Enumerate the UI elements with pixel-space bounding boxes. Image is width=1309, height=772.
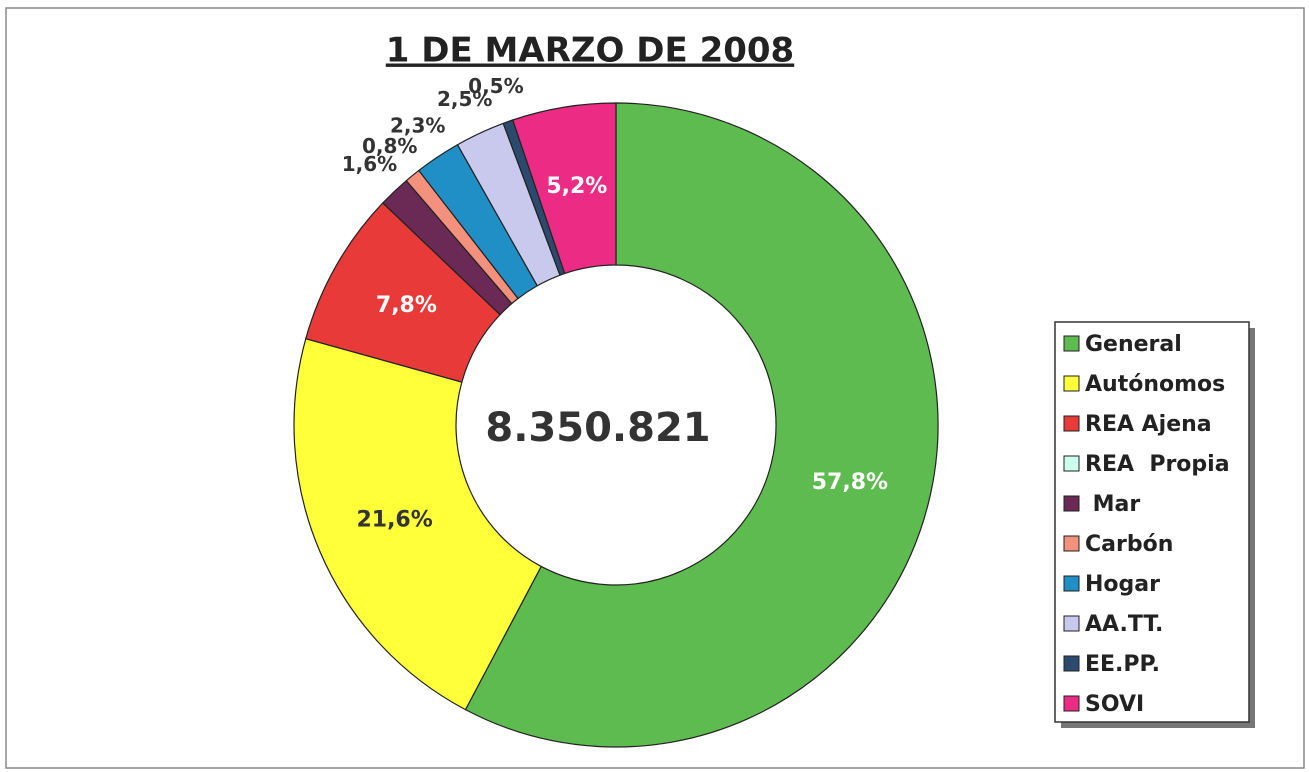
center-label: 8.350.821 [485, 405, 710, 451]
data-label: 57,8% [812, 470, 888, 495]
legend-swatch [1063, 535, 1080, 552]
data-label: 2,5% [437, 87, 492, 111]
legend [1054, 321, 1250, 723]
data-label: 2,3% [390, 113, 445, 137]
legend-swatch [1063, 335, 1080, 352]
legend-swatch [1063, 455, 1080, 472]
data-label: 0,8% [362, 134, 417, 158]
legend-label: SOVI [1085, 692, 1144, 717]
chart-title: 1 DE MARZO DE 2008 [386, 31, 794, 71]
legend-items: General Autónomos REA Ajena REA Propia Mar C… [1063, 332, 1230, 717]
legend-swatch [1063, 655, 1080, 672]
legend-swatch [1063, 615, 1080, 632]
legend-label: Hogar [1085, 572, 1160, 597]
legend-label: REA Ajena [1085, 412, 1212, 437]
legend-label: AA.TT. [1085, 612, 1163, 637]
data-label: 7,8% [376, 293, 437, 318]
legend-swatch [1063, 495, 1080, 512]
slice [464, 102, 939, 748]
legend-label: Carbón [1085, 532, 1173, 557]
data-label: 21,6% [356, 507, 432, 532]
legend-label: REA Propia [1085, 452, 1230, 477]
legend-swatch [1063, 575, 1080, 592]
legend-swatch [1063, 375, 1080, 392]
legend-swatch [1063, 695, 1080, 712]
legend-swatch [1063, 415, 1080, 432]
data-label: 1,6% [342, 152, 397, 176]
legend-label: General [1085, 332, 1182, 357]
data-label: 5,2% [546, 174, 607, 199]
slice [293, 337, 543, 711]
slice [511, 102, 617, 275]
legend-label: Autónomos [1085, 372, 1225, 397]
donut: 57,8% 21,6% 7,8% 1,6%0,8%2,3%2,5%0,5% 5,2% [293, 74, 939, 748]
data-label: 0,5% [468, 74, 523, 98]
legend-label: Mar [1085, 492, 1140, 517]
legend-label: EE.PP. [1085, 652, 1160, 677]
